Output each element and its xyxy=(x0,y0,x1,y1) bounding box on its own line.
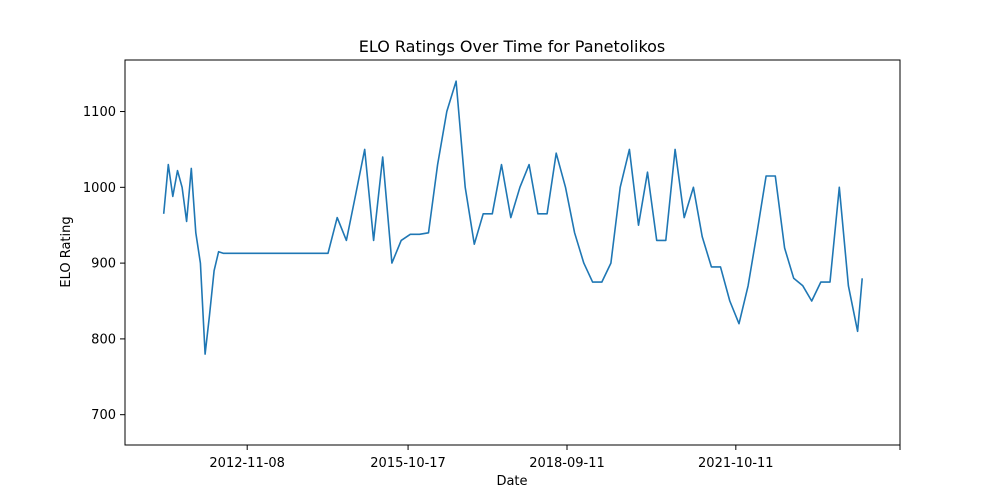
x-tick-label: 2015-10-17 xyxy=(370,456,446,471)
plot-frame xyxy=(124,59,901,446)
y-tick-label: 900 xyxy=(91,257,116,272)
y-tick-label: 1100 xyxy=(83,105,116,120)
x-tick-label: 2012-11-08 xyxy=(209,456,285,471)
y-tick-label: 800 xyxy=(91,332,116,347)
x-axis-title: Date xyxy=(496,474,527,489)
plot-area xyxy=(124,59,901,446)
series-line-panetolikos xyxy=(162,80,863,355)
y-axis-title: ELO Rating xyxy=(59,216,74,287)
x-tick-label: 2021-10-11 xyxy=(698,456,774,471)
x-tick-label: 2018-09-11 xyxy=(529,456,605,471)
chart-title: ELO Ratings Over Time for Panetolikos xyxy=(359,37,666,56)
x-axis: 2012-11-08 2015-10-17 2018-09-11 2021-10-11 xyxy=(209,445,901,471)
y-tick-label: 700 xyxy=(91,408,116,423)
y-axis: 700 800 900 1000 1100 xyxy=(83,105,125,423)
y-tick-label: 1000 xyxy=(83,181,116,196)
